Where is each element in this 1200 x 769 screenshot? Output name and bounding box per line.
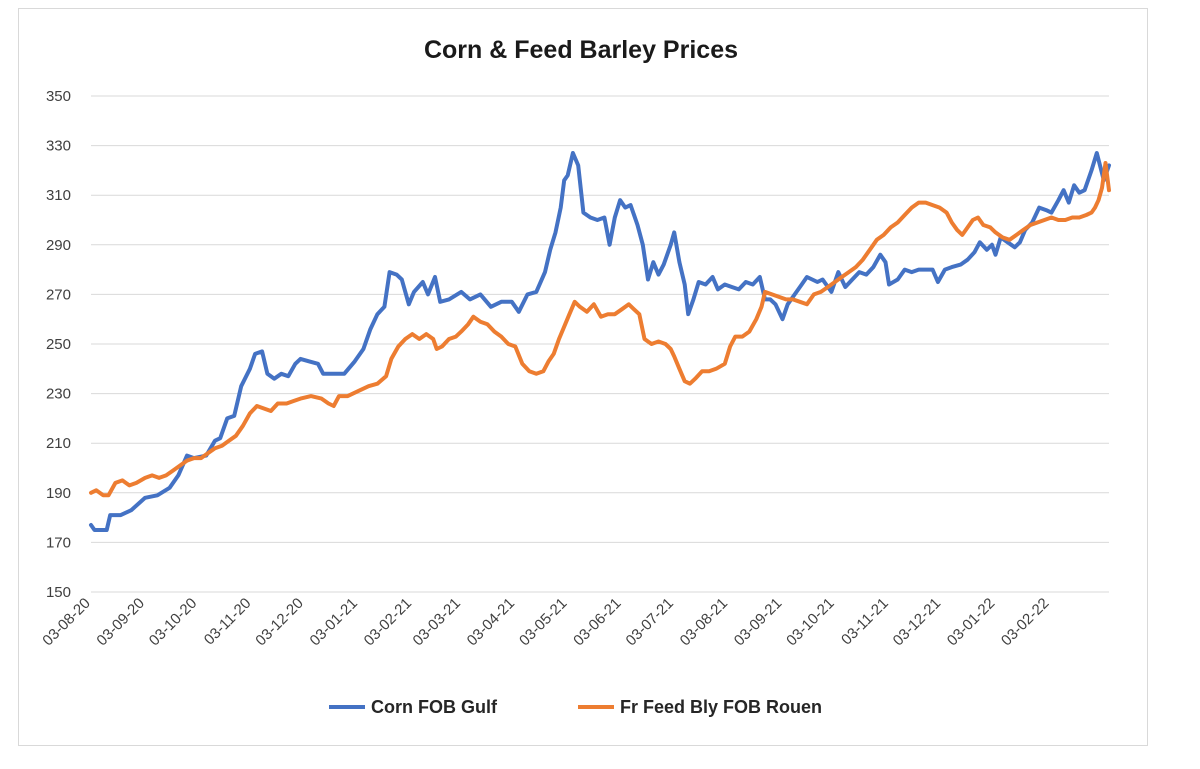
y-tick-label: 310 xyxy=(46,187,71,204)
gridlines xyxy=(91,95,1109,593)
x-tick-label: 03-08-21 xyxy=(677,595,731,649)
y-tick-label: 350 xyxy=(46,88,71,105)
x-tick-label: 03-09-20 xyxy=(93,595,147,649)
x-tick-label: 03-10-20 xyxy=(146,595,200,649)
x-tick-label: 03-06-21 xyxy=(570,595,624,649)
x-tick-label: 03-02-21 xyxy=(361,595,415,649)
series-line-fr-feed-bly-fob-rouen xyxy=(89,161,1111,498)
line-chart: Corn & Feed Barley Prices 150 170 190 210 23… xyxy=(39,36,1111,717)
y-tick-label: 210 xyxy=(46,435,71,452)
x-tick-label: 03-01-21 xyxy=(307,595,361,649)
y-tick-label: 150 xyxy=(46,584,71,601)
x-tick-label: 03-11-20 xyxy=(201,595,255,649)
y-tick-label: 190 xyxy=(46,485,71,502)
chart-frame: Corn & Feed Barley Prices 150 170 190 210 23… xyxy=(18,8,1148,746)
series-lines xyxy=(89,151,1111,532)
y-tick-label: 290 xyxy=(46,237,71,254)
x-tick-label: 03-05-21 xyxy=(516,595,570,649)
y-tick-label: 270 xyxy=(46,286,71,303)
y-tick-label: 170 xyxy=(46,534,71,551)
y-tick-label: 230 xyxy=(46,386,71,403)
x-tick-label: 03-12-21 xyxy=(890,595,944,649)
x-tick-label: 03-10-21 xyxy=(783,595,837,649)
legend-label: Corn FOB Gulf xyxy=(371,697,498,717)
x-tick-label: 03-01-22 xyxy=(944,595,998,649)
x-tick-label: 03-11-21 xyxy=(838,595,892,649)
y-tick-label: 250 xyxy=(46,336,71,353)
series-line-corn-fob-gulf xyxy=(89,151,1111,532)
x-tick-label: 03-02-22 xyxy=(998,595,1052,649)
x-tick-label: 03-03-21 xyxy=(410,595,464,649)
x-tick-label: 03-04-21 xyxy=(464,595,518,649)
y-axis-ticks: 150 170 190 210 230 250 270 290 310 330 350 xyxy=(46,88,71,601)
y-tick-label: 330 xyxy=(46,138,71,155)
x-tick-label: 03-08-20 xyxy=(39,595,93,649)
chart-title: Corn & Feed Barley Prices xyxy=(424,36,738,64)
legend-label: Fr Feed Bly FOB Rouen xyxy=(620,697,822,717)
x-tick-label: 03-07-21 xyxy=(623,595,677,649)
legend: Corn FOB Gulf Fr Feed Bly FOB Rouen xyxy=(329,697,822,717)
x-tick-label: 03-12-20 xyxy=(252,595,306,649)
x-tick-label: 03-09-21 xyxy=(731,595,785,649)
